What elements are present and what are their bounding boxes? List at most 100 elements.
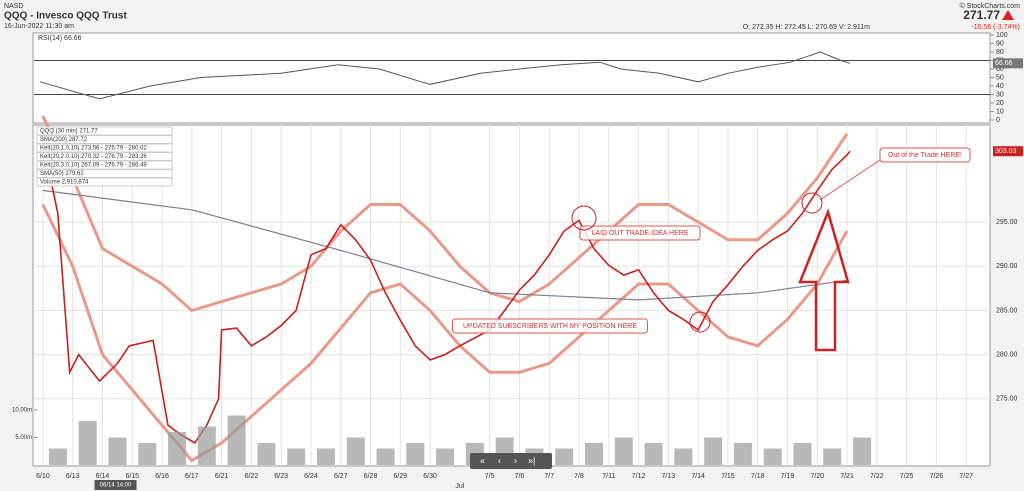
value-tag xyxy=(993,146,1023,157)
legend-entry: Kelt(20,1.0,10) 273.56 - 276.79 - 280.02 xyxy=(40,146,147,152)
x-tick-label: 7/21 xyxy=(840,473,854,480)
volume-bar xyxy=(197,426,216,465)
nav-prev[interactable]: ‹ xyxy=(498,455,501,465)
change: -10.56 (-3.74%) xyxy=(971,24,1020,31)
y-tick-label: 280.00 xyxy=(996,351,1018,358)
y-tick-label: 275.00 xyxy=(996,396,1018,403)
cursor-label: 06/14 14:00 xyxy=(100,483,132,489)
x-tick-label: 6/13 xyxy=(66,473,80,480)
y-tick-label: 100 xyxy=(996,32,1008,39)
value-tag-label: 66.66 xyxy=(995,60,1013,67)
x-tick-label: 6/16 xyxy=(155,473,169,480)
y-tick-label: 50 xyxy=(996,74,1004,81)
x-tick-label: 6/14 xyxy=(96,473,110,480)
nav-buttons[interactable]: « ‹ › »| xyxy=(470,453,552,469)
copyright: © StockCharts.com xyxy=(960,2,1021,10)
x-tick-label: 7/20 xyxy=(810,473,824,480)
y-tick-label: 10.00m xyxy=(12,408,32,414)
annotation-box xyxy=(579,225,701,241)
volume-bar xyxy=(376,448,395,465)
x-tick-label: 7/11 xyxy=(602,473,615,480)
rsi-panel xyxy=(32,32,991,124)
y-tick-label: 295.00 xyxy=(996,219,1018,226)
value-tag-label: 303.03 xyxy=(995,148,1017,155)
series-line xyxy=(41,115,849,313)
x-tick-label: 6/29 xyxy=(394,473,408,480)
x-tick-label: 6/15 xyxy=(125,473,139,480)
legend-entry: SMA(50) 279.62 xyxy=(40,171,84,177)
x-tick-label: 7/6 xyxy=(515,473,525,480)
y-tick-label: 5.00m xyxy=(15,435,32,441)
volume-bar xyxy=(644,443,663,465)
volume-bar xyxy=(436,448,455,465)
volume-bar xyxy=(78,421,97,465)
volume-bar xyxy=(704,437,723,465)
callout-circle xyxy=(801,192,823,214)
x-tick-label: 6/22 xyxy=(245,473,259,480)
volume-bar xyxy=(138,443,157,465)
y-tick-label: 40 xyxy=(996,83,1004,90)
x-tick-label: 6/28 xyxy=(364,473,378,480)
volume-bar xyxy=(48,448,67,465)
legend-entry: SMA(200) 287.72 xyxy=(40,137,88,143)
y-tick-label: 60 xyxy=(996,66,1004,73)
annotation: LAID OUT TRADE IDEA HERE xyxy=(592,230,689,237)
nav-last[interactable]: »| xyxy=(528,455,535,465)
volume-bar xyxy=(585,443,604,465)
volume-bar xyxy=(287,448,306,465)
y-tick-label: 0 xyxy=(996,117,1000,124)
volume-bar xyxy=(227,415,246,465)
legend-entry: QQQ (30 min) 271.77 xyxy=(40,129,98,135)
annotation-box xyxy=(452,318,648,334)
nav-bar[interactable] xyxy=(470,453,552,469)
callout-circle xyxy=(689,311,711,333)
y-tick-label: 80 xyxy=(996,49,1004,56)
series-line xyxy=(42,189,848,301)
volume-bar xyxy=(674,448,693,465)
down-arrow xyxy=(1002,10,1014,20)
annotation: Out of the Trade HERE! xyxy=(888,152,962,159)
volume-bar xyxy=(763,448,782,465)
volume-bar xyxy=(257,443,276,465)
up-arrow xyxy=(798,208,850,352)
x-tick-label: 7/5 xyxy=(485,473,495,480)
month-label: Jul xyxy=(455,483,464,490)
x-tick-label: 6/21 xyxy=(215,473,229,480)
x-tick-label: 7/25 xyxy=(900,473,914,480)
volume-bar xyxy=(733,443,752,465)
x-tick-label: 7/27 xyxy=(959,473,973,480)
volume-bar xyxy=(614,437,633,465)
annotation-box xyxy=(879,147,971,163)
volume-bar xyxy=(406,443,425,465)
x-tick-label: 7/19 xyxy=(781,473,795,480)
volume-bar xyxy=(853,437,872,465)
callout-circle xyxy=(571,205,597,231)
legend-entry: Volume 2,910,874 xyxy=(40,180,89,186)
price-panel xyxy=(32,124,991,467)
rsi-title: RSI(14) 66.66 xyxy=(38,35,82,42)
series-line xyxy=(39,51,851,100)
timestamp: 16-Jun-2022 11:30 am xyxy=(4,23,74,30)
last-price: 271.77 xyxy=(963,8,1000,22)
cursor-tag xyxy=(94,480,137,490)
y-tick-label: 90 xyxy=(996,40,1004,47)
y-tick-label: 285.00 xyxy=(996,307,1018,314)
x-tick-label: 7/13 xyxy=(662,473,676,480)
x-tick-label: 7/15 xyxy=(721,473,735,480)
x-tick-label: 7/26 xyxy=(930,473,944,480)
y-tick-label: 10 xyxy=(996,108,1004,115)
x-tick-label: 6/24 xyxy=(304,473,318,480)
x-tick-label: 6/30 xyxy=(423,473,437,480)
ohlc: O: 272.35 H: 272.45 L: 270.69 V: 2.911m xyxy=(743,24,870,31)
x-tick-label: 7/18 xyxy=(751,473,765,480)
x-tick-label: 7/22 xyxy=(870,473,884,480)
y-tick-label: 290.00 xyxy=(996,263,1018,270)
x-tick-label: 6/17 xyxy=(185,473,199,480)
nav-next[interactable]: › xyxy=(514,455,517,465)
volume-bar xyxy=(168,432,187,465)
nav-first[interactable]: « xyxy=(480,455,485,465)
x-tick-label: 7/7 xyxy=(544,473,554,480)
title: QQQ - Invesco QQQ Trust xyxy=(4,11,127,22)
legend-entry: Kelt(20,2.0,10) 270.32 - 276.79 - 283.26 xyxy=(40,154,147,160)
